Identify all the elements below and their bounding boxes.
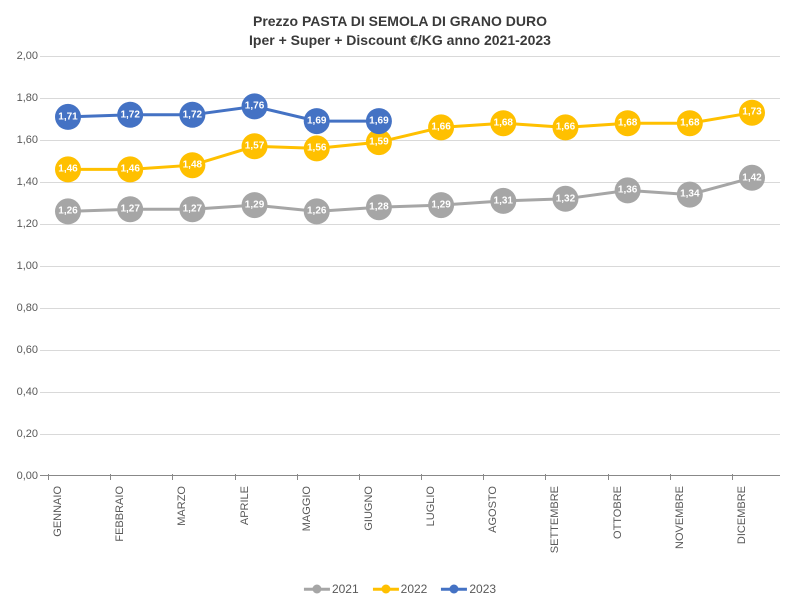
y-tick-label: 1,40 [8,176,38,188]
marker-2021 [739,165,765,191]
legend-marker-icon [441,583,467,595]
x-tick [732,474,733,480]
marker-2022 [739,99,765,125]
marker-2023 [366,108,392,134]
x-tick-label: GENNAIO [52,486,64,537]
marker-2021 [179,196,205,222]
marker-2021 [615,177,641,203]
title-line1: Prezzo PASTA DI SEMOLA DI GRANO DURO [253,13,547,29]
y-tick-label: 1,60 [8,134,38,146]
marker-2021 [55,198,81,224]
x-tick-label: SETTEMBRE [549,486,561,553]
legend-marker-icon [304,583,330,595]
legend-label: 2022 [401,582,428,596]
marker-2022 [615,110,641,136]
legend-item-2021: 2021 [304,582,359,596]
x-tick [172,474,173,480]
chart-svg [40,56,780,476]
y-tick-label: 1,20 [8,218,38,230]
legend-label: 2021 [332,582,359,596]
marker-2023 [117,102,143,128]
marker-2023 [179,102,205,128]
marker-2021 [242,192,268,218]
x-tick-label: MAGGIO [301,486,313,531]
marker-2022 [677,110,703,136]
series-line-2021 [68,178,752,212]
x-tick [48,474,49,480]
x-tick-label: OTTOBRE [612,486,624,539]
x-tick [483,474,484,480]
y-tick-label: 0,40 [8,386,38,398]
series-line-2022 [68,112,752,169]
legend-item-2022: 2022 [373,582,428,596]
x-tick [670,474,671,480]
x-tick-label: NOVEMBRE [674,486,686,549]
y-tick-label: 0,60 [8,344,38,356]
marker-2022 [242,133,268,159]
y-tick-label: 1,00 [8,260,38,272]
marker-2021 [117,196,143,222]
marker-2022 [117,156,143,182]
plot-area: 0,000,200,400,600,801,001,201,401,601,80… [40,56,780,476]
chart-title: Prezzo PASTA DI SEMOLA DI GRANO DURO Ipe… [20,12,780,50]
y-tick-label: 0,80 [8,302,38,314]
marker-2023 [55,104,81,130]
marker-2021 [490,188,516,214]
x-tick [235,474,236,480]
marker-2022 [179,152,205,178]
x-tick [359,474,360,480]
x-tick-label: LUGLIO [425,486,437,526]
marker-2021 [428,192,454,218]
chart-container: Prezzo PASTA DI SEMOLA DI GRANO DURO Ipe… [0,0,800,600]
x-tick-label: DICEMBRE [736,486,748,544]
x-tick [110,474,111,480]
y-axis: 0,000,200,400,600,801,001,201,401,601,80… [8,56,38,476]
x-tick-label: GIUGNO [363,486,375,531]
marker-2021 [552,186,578,212]
legend-item-2023: 2023 [441,582,496,596]
marker-2022 [55,156,81,182]
title-line2: Iper + Super + Discount €/KG anno 2021-2… [249,32,551,48]
x-tick-label: APRILE [239,486,251,525]
marker-2021 [366,194,392,220]
x-tick [421,474,422,480]
y-tick-label: 2,00 [8,50,38,62]
marker-2023 [304,108,330,134]
marker-2023 [242,93,268,119]
legend: 2021 2022 2023 [304,582,496,596]
x-tick [297,474,298,480]
x-axis: GENNAIO FEBBRAIO MARZO APRILE MAGGIO GIUGNO LU… [20,480,760,550]
series-line-2023 [68,106,379,121]
x-tick-label: AGOSTO [487,486,499,533]
marker-2022 [552,114,578,140]
x-tick [608,474,609,480]
marker-2021 [677,181,703,207]
x-tick-label: FEBBRAIO [114,486,126,542]
marker-2022 [428,114,454,140]
marker-2021 [304,198,330,224]
legend-label: 2023 [469,582,496,596]
marker-2022 [304,135,330,161]
y-tick-label: 0,20 [8,428,38,440]
legend-marker-icon [373,583,399,595]
y-tick-label: 1,80 [8,92,38,104]
x-tick-label: MARZO [176,486,188,526]
marker-2022 [490,110,516,136]
x-tick [545,474,546,480]
